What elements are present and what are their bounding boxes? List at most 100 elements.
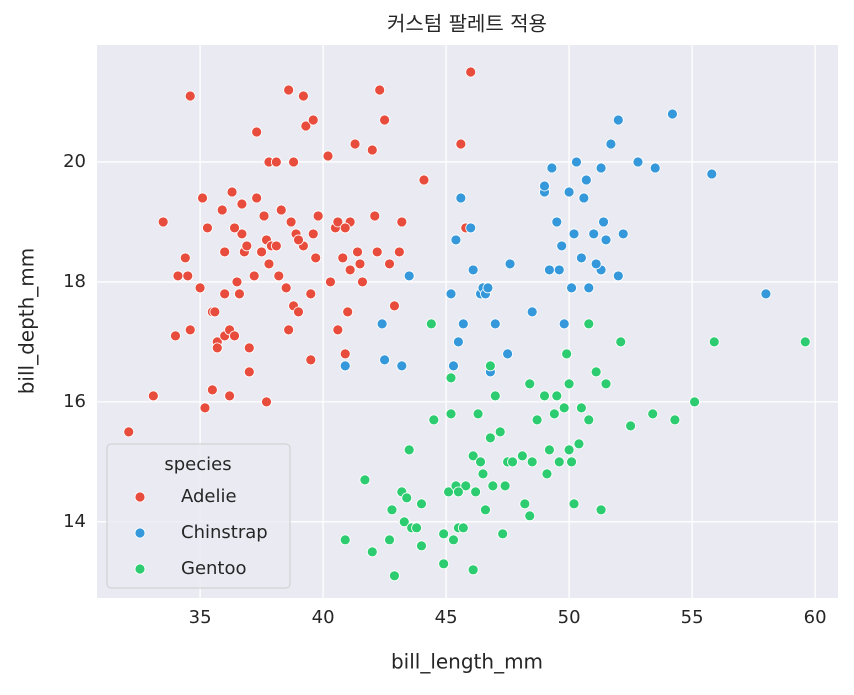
point: [438, 558, 450, 570]
point: [502, 348, 514, 360]
point: [283, 324, 295, 336]
point: [211, 342, 223, 354]
point: [285, 216, 297, 228]
point: [384, 534, 395, 546]
point: [396, 216, 408, 228]
point: [384, 258, 395, 270]
point: [322, 150, 334, 162]
point: [147, 390, 159, 402]
y-tick-label: 20: [63, 151, 86, 172]
point: [366, 546, 378, 558]
point: [546, 162, 558, 174]
point: [349, 138, 361, 150]
point: [337, 252, 349, 264]
point: [184, 90, 196, 102]
point: [553, 456, 565, 468]
point: [499, 480, 511, 492]
point: [667, 108, 678, 120]
point: [595, 162, 607, 174]
point: [799, 336, 811, 348]
point: [374, 84, 386, 96]
point: [482, 282, 494, 294]
point: [539, 180, 550, 192]
x-tick-label: 60: [804, 607, 827, 628]
point: [194, 282, 206, 294]
point: [598, 216, 609, 228]
chart-title: 커스텀 팔레트 적용: [387, 12, 547, 36]
point: [354, 258, 366, 270]
point: [224, 390, 236, 402]
point: [307, 228, 319, 240]
point: [583, 318, 595, 330]
point: [389, 300, 400, 312]
point: [544, 444, 555, 456]
legend-marker: [134, 527, 146, 539]
point: [489, 390, 501, 402]
point: [487, 480, 499, 492]
point: [566, 282, 577, 294]
point: [573, 438, 585, 450]
point: [293, 306, 304, 318]
point: [497, 528, 509, 540]
point: [379, 354, 390, 366]
x-tick-label: 50: [558, 607, 581, 628]
point: [219, 288, 231, 300]
point: [452, 336, 464, 348]
point: [243, 366, 255, 378]
point: [273, 270, 285, 282]
x-tick-label: 45: [435, 607, 458, 628]
point: [448, 534, 459, 546]
point: [182, 270, 194, 282]
point: [467, 564, 479, 576]
point: [248, 270, 260, 282]
point: [600, 378, 612, 390]
point: [541, 468, 553, 480]
point: [615, 336, 627, 348]
point: [312, 210, 324, 222]
point: [197, 192, 208, 204]
point: [288, 156, 299, 168]
point: [526, 456, 538, 468]
point: [339, 360, 351, 372]
point: [179, 252, 191, 264]
point: [507, 456, 518, 468]
point: [625, 420, 637, 432]
point: [229, 330, 240, 342]
point: [416, 498, 427, 510]
point: [470, 486, 482, 498]
point: [544, 264, 555, 276]
point: [448, 360, 459, 372]
point: [310, 252, 322, 264]
point: [548, 408, 560, 420]
point: [519, 498, 531, 510]
point: [305, 288, 317, 300]
point: [342, 306, 354, 318]
point: [170, 330, 181, 342]
legend-marker: [134, 491, 146, 503]
point: [283, 84, 295, 96]
point: [551, 216, 563, 228]
point: [236, 198, 248, 210]
point: [556, 240, 568, 252]
point: [558, 318, 570, 330]
point: [669, 414, 681, 426]
point: [590, 258, 602, 270]
legend-box: [106, 443, 291, 589]
x-tick-label: 55: [681, 607, 704, 628]
point: [416, 540, 427, 552]
point: [504, 258, 516, 270]
point: [516, 450, 528, 462]
point: [553, 264, 565, 276]
point: [425, 318, 437, 330]
point: [157, 216, 169, 228]
x-tick-label: 40: [312, 607, 335, 628]
point: [576, 252, 587, 264]
point: [706, 168, 718, 180]
point: [275, 204, 287, 216]
point: [445, 372, 457, 384]
point: [465, 222, 477, 234]
legend-title: species: [164, 454, 231, 475]
point: [371, 246, 383, 258]
point: [445, 408, 457, 420]
